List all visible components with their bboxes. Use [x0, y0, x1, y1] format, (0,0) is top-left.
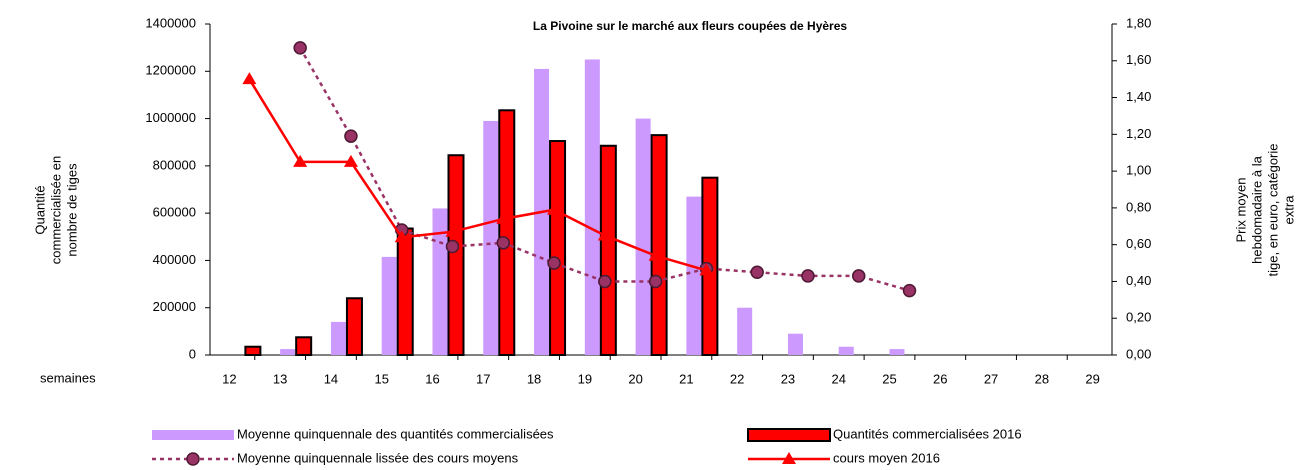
y2-tick-label: 1,40	[1126, 89, 1151, 104]
y2-tick-label: 0,00	[1126, 346, 1151, 361]
bar	[447, 154, 465, 356]
x-tick-label: 12	[222, 371, 236, 386]
y-axis-label: Quantité commercialisée en nombre de tiges	[32, 156, 79, 264]
legend-label: Moyenne quinquennale des quantités comme…	[237, 426, 554, 441]
point	[648, 248, 663, 261]
legend-label: Quantités commercialisées 2016	[833, 426, 1022, 441]
point	[902, 283, 917, 298]
y-tick-label: 600000	[153, 205, 196, 220]
x-tick-label: 27	[984, 371, 998, 386]
bar	[280, 349, 296, 355]
point	[547, 202, 562, 215]
bar	[549, 140, 567, 356]
y-tick-label: 1200000	[145, 63, 196, 78]
y2-tick-label: 0,80	[1126, 199, 1151, 214]
point	[293, 154, 308, 167]
x-tick-label: 22	[730, 371, 744, 386]
legend-label: Moyenne quinquennale lissée des cours mo…	[237, 450, 519, 465]
bar	[330, 321, 346, 355]
y2-tick-label: 1,00	[1126, 163, 1151, 178]
point	[750, 265, 764, 279]
x-tick-label: 29	[1085, 371, 1099, 386]
x-tick-label: 20	[628, 371, 642, 386]
bar	[381, 256, 397, 355]
legend-label: cours moyen 2016	[833, 450, 940, 465]
bar	[498, 109, 516, 356]
bar	[686, 196, 702, 355]
point	[496, 236, 511, 250]
y2-axis-label: Prix moyen hebdomadaire à la tige, en euro…	[1233, 144, 1296, 277]
bar	[396, 227, 414, 356]
bar	[787, 333, 803, 355]
y-axis-label-line: commercialisée en	[48, 156, 63, 264]
point	[293, 41, 307, 55]
x-tick-label: 18	[527, 371, 541, 386]
x-tick-label: 17	[476, 371, 490, 386]
point	[547, 256, 561, 270]
y-tick-label: 200000	[153, 299, 196, 314]
y2-tick-label: 0,60	[1126, 236, 1151, 251]
point	[699, 263, 714, 276]
line	[248, 78, 707, 272]
y2-axis-label-line: tige, en euro, catégorie	[1265, 144, 1280, 277]
y-axis-label-line: Quantité	[32, 185, 47, 234]
y2-tick-label: 0,20	[1126, 310, 1151, 325]
x-tick-label: 24	[831, 371, 845, 386]
y2-tick-label: 1,20	[1126, 126, 1151, 141]
x-tick-label: 19	[578, 371, 592, 386]
bar	[635, 118, 651, 355]
chart-title: La Pivoine sur le marché aux fleurs coup…	[533, 19, 847, 33]
y2-tick-label: 0,40	[1126, 273, 1151, 288]
x-tick-label: 14	[324, 371, 338, 386]
x-tick-label: 15	[374, 371, 388, 386]
point	[343, 154, 358, 167]
y-tick-label: 0	[189, 346, 196, 361]
bar	[432, 208, 448, 355]
x-tick-label: 13	[273, 371, 287, 386]
legend-marker	[186, 452, 200, 466]
y-tick-label: 400000	[153, 252, 196, 267]
bar	[599, 144, 617, 356]
bar	[345, 297, 363, 356]
bar	[889, 349, 905, 355]
point	[445, 239, 460, 254]
point	[648, 274, 663, 289]
x-tick-label: 16	[425, 371, 439, 386]
y-tick-label: 800000	[153, 157, 196, 172]
y2-tick-label: 1,60	[1126, 52, 1151, 67]
bar	[483, 120, 499, 355]
x-tick-label: 26	[933, 371, 947, 386]
point	[445, 224, 460, 237]
bar	[650, 134, 668, 356]
y-tick-label: 1400000	[145, 15, 196, 30]
point	[344, 129, 358, 143]
y2-axis-label-line: Prix moyen	[1233, 177, 1248, 242]
x-axis-label: semaines	[40, 370, 96, 385]
y-tick-label: 1000000	[145, 110, 196, 125]
y2-axis-label-line: hebdomadaire à la	[1249, 155, 1264, 263]
point	[851, 269, 866, 283]
bar	[244, 345, 262, 357]
point	[242, 72, 257, 85]
legend-swatch	[152, 430, 234, 440]
bar	[295, 336, 313, 356]
y2-tick-label: 1,80	[1126, 15, 1151, 30]
y-axis-label-line: nombre de tiges	[64, 163, 79, 257]
legend-marker	[782, 452, 796, 464]
x-tick-label: 25	[882, 371, 896, 386]
x-tick-label: 21	[679, 371, 693, 386]
y2-axis-label-line: extra	[1281, 195, 1296, 225]
x-tick-label: 23	[781, 371, 795, 386]
point	[801, 269, 815, 283]
legend-swatch	[747, 428, 831, 442]
point	[496, 211, 511, 224]
point	[598, 274, 612, 289]
bar	[737, 307, 753, 355]
point	[597, 228, 612, 241]
bar	[838, 346, 854, 355]
point	[394, 230, 409, 243]
x-tick-label: 28	[1035, 371, 1049, 386]
bar	[584, 59, 600, 355]
